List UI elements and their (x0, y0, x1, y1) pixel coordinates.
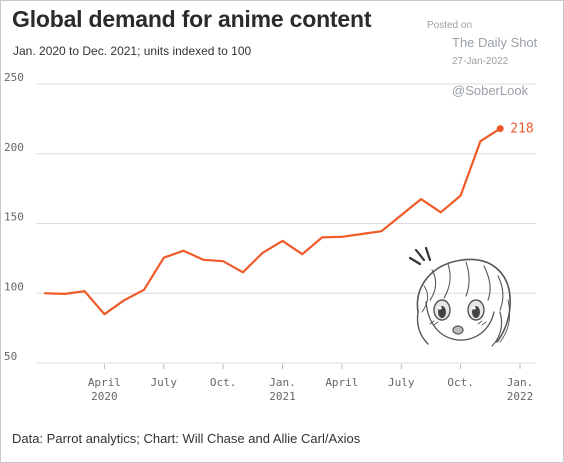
x-tick-label: April (325, 376, 358, 389)
anime-girl-illustration (408, 246, 511, 347)
y-tick-label: 150 (4, 211, 24, 224)
x-tick-year-label: 2021 (269, 390, 296, 403)
chart-title: Global demand for anime content (12, 6, 372, 32)
x-tick-label: July (151, 376, 178, 389)
x-tick-label: Jan. (269, 376, 296, 389)
y-tick-label: 250 (4, 71, 24, 84)
y-tick-label: 50 (4, 350, 17, 363)
x-tick-year-label: 2022 (507, 390, 534, 403)
chart-subtitle: Jan. 2020 to Dec. 2021; units indexed to… (13, 44, 252, 58)
x-tick-label: Jan. (507, 376, 534, 389)
x-tick-label: July (388, 376, 415, 389)
x-tick-year-label: 2020 (91, 390, 118, 403)
watermark-site: The Daily Shot (452, 35, 538, 50)
x-tick-label: April (88, 376, 121, 389)
watermark-posted: Posted on (427, 20, 473, 31)
watermark-handle: @SoberLook (452, 83, 529, 98)
y-tick-label: 100 (4, 280, 24, 293)
x-tick-label: Oct. (447, 376, 474, 389)
demand-line (43, 127, 502, 316)
end-value-label: 218 (510, 122, 533, 137)
watermark-date: 27-Jan-2022 (452, 56, 509, 67)
grid-layer: 250 200 150 100 50 (4, 71, 536, 364)
source-note: Data: Parrot analytics; Chart: Will Chas… (12, 431, 361, 446)
x-tick-label: Oct. (210, 376, 237, 389)
y-tick-label: 200 (4, 141, 24, 154)
end-point-marker (496, 125, 504, 133)
